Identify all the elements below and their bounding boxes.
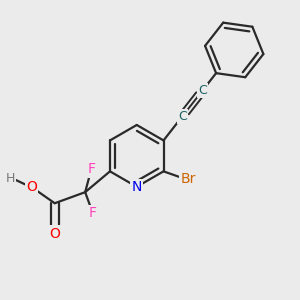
Text: C: C bbox=[198, 84, 207, 97]
Text: H: H bbox=[5, 172, 15, 185]
Text: O: O bbox=[26, 180, 37, 194]
Text: Br: Br bbox=[181, 172, 196, 186]
Text: F: F bbox=[87, 162, 95, 176]
Text: F: F bbox=[89, 206, 97, 220]
Text: O: O bbox=[49, 226, 60, 241]
Text: C: C bbox=[178, 110, 187, 123]
Text: N: N bbox=[132, 180, 142, 194]
